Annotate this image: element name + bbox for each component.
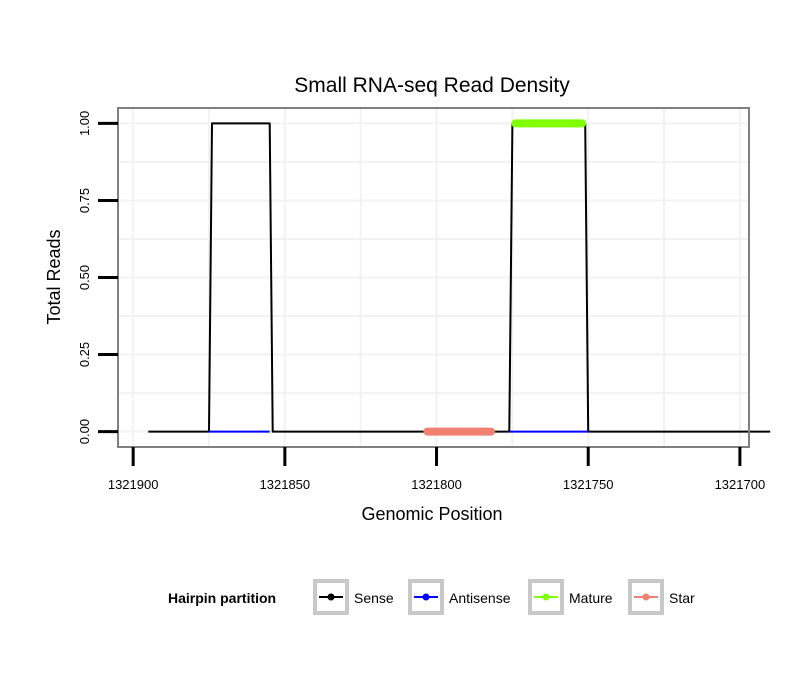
x-tick-label: 1321800: [411, 477, 462, 492]
y-axis-title: Total Reads: [44, 229, 64, 324]
legend-title: Hairpin partition: [168, 590, 276, 606]
y-tick-label: 0.50: [77, 265, 92, 290]
legend-label-antisense: Antisense: [449, 590, 511, 606]
chart-title: Small RNA-seq Read Density: [294, 74, 570, 97]
legend-key-point: [542, 593, 550, 601]
legend-key-point: [642, 593, 650, 601]
legend-label-star: Star: [669, 590, 695, 606]
y-tick-label: 0.25: [77, 342, 92, 367]
legend: Hairpin partition Sense Antisense Mature St…: [168, 579, 695, 615]
x-tick-label: 1321850: [260, 477, 311, 492]
series-layer: [148, 119, 771, 436]
y-tick-label: 0.00: [77, 419, 92, 444]
legend-key-point: [327, 593, 335, 601]
series-sense-line: [148, 122, 771, 433]
x-tick-label: 1321700: [715, 477, 766, 492]
x-tick-label: 1321750: [563, 477, 614, 492]
y-tick-label: 0.75: [77, 188, 92, 213]
x-axis: 1321900 1321850 1321800 1321750 1321700: [108, 447, 765, 492]
y-axis: 0.00 0.25 0.50 0.75 1.00: [77, 111, 118, 444]
legend-label-sense: Sense: [354, 590, 394, 606]
y-tick-label: 1.00: [77, 111, 92, 136]
legend-label-mature: Mature: [569, 590, 613, 606]
legend-key-point: [422, 593, 430, 601]
x-axis-title: Genomic Position: [361, 504, 502, 524]
x-tick-label: 1321900: [108, 477, 159, 492]
